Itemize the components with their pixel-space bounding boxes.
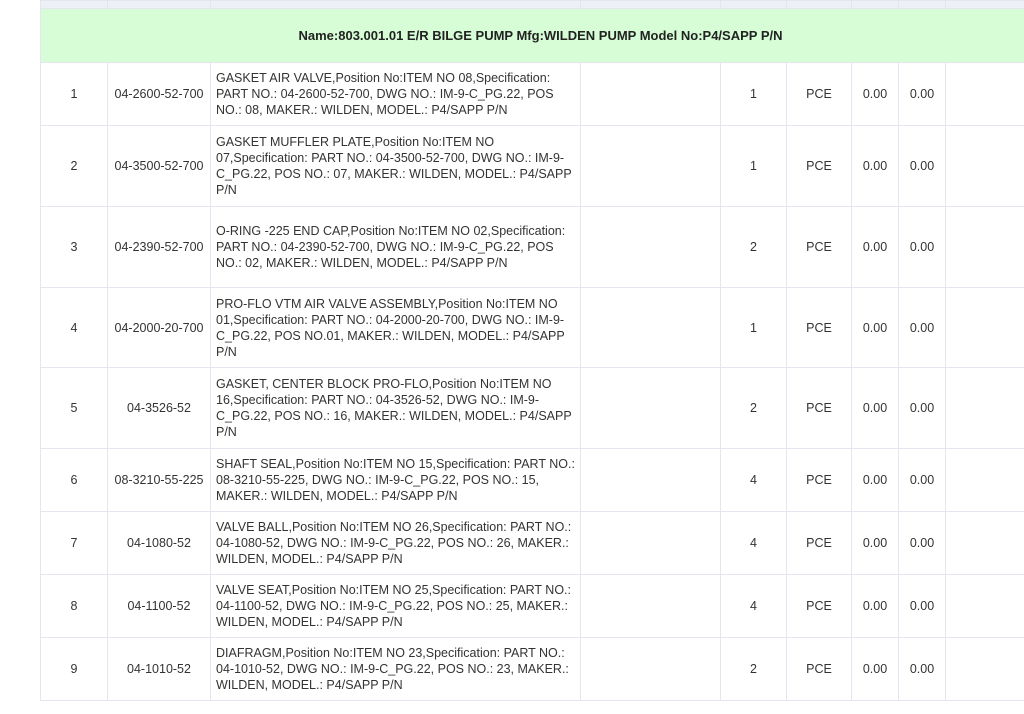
part-number-cell: 04-2000-20-700	[107, 287, 211, 368]
unit-price-cell: 0.00	[851, 637, 899, 701]
remark-cell	[580, 637, 721, 701]
remark-cell	[580, 125, 721, 207]
row-number-cell: 2	[40, 125, 108, 207]
remark-cell	[580, 448, 721, 512]
unit-price-cell: 0.00	[851, 574, 899, 638]
amount-cell: 0.00	[898, 125, 946, 207]
amount-cell: 0.00	[898, 637, 946, 701]
unit-cell: PCE	[786, 511, 852, 575]
description-cell: VALVE BALL,Position No:ITEM NO 26,Specif…	[210, 511, 581, 575]
row-number-cell: 8	[40, 574, 108, 638]
extra-cell	[945, 367, 1024, 449]
unit-price-cell: 0.00	[851, 62, 899, 126]
unit-cell: PCE	[786, 125, 852, 207]
group-row: Name:803.001.01 E/R BILGE PUMP Mfg:WILDE…	[40, 8, 1024, 63]
row-number-cell: 7	[40, 511, 108, 575]
unit-cell: PCE	[786, 287, 852, 368]
remark-cell	[580, 367, 721, 449]
quantity-cell: 2	[720, 367, 787, 449]
quantity-cell: 1	[720, 287, 787, 368]
table-row[interactable]: 9 04-1010-52 DIAFRAGM,Position No:ITEM NO …	[40, 637, 1024, 701]
unit-cell: PCE	[786, 62, 852, 126]
remark-cell	[580, 511, 721, 575]
row-number-cell: 6	[40, 448, 108, 512]
table-row[interactable]: 4 04-2000-20-700 PRO-FLO VTM AIR VALVE ASS…	[40, 287, 1024, 368]
extra-cell	[945, 574, 1024, 638]
amount-cell: 0.00	[898, 206, 946, 288]
amount-cell: 0.00	[898, 511, 946, 575]
header-row	[40, 0, 1024, 9]
table-row[interactable]: 6 08-3210-55-225 SHAFT SEAL,Position No:IT…	[40, 448, 1024, 512]
unit-cell: PCE	[786, 574, 852, 638]
description-cell: VALVE SEAT,Position No:ITEM NO 25,Specif…	[210, 574, 581, 638]
table-row[interactable]: 7 04-1080-52 VALVE BALL,Position No:ITEM N…	[40, 511, 1024, 575]
amount-cell: 0.00	[898, 448, 946, 512]
table-row[interactable]: 8 04-1100-52 VALVE SEAT,Position No:ITEM N…	[40, 574, 1024, 638]
quantity-cell: 4	[720, 511, 787, 575]
table-row[interactable]: 3 04-2390-52-700 O-RING -225 END CAP,Posit…	[40, 206, 1024, 288]
quantity-cell: 4	[720, 574, 787, 638]
row-number-cell: 9	[40, 637, 108, 701]
unit-cell: PCE	[786, 206, 852, 288]
unit-cell: PCE	[786, 367, 852, 449]
group-title: Name:803.001.01 E/R BILGE PUMP Mfg:WILDE…	[40, 8, 1024, 63]
quantity-cell: 2	[720, 206, 787, 288]
unit-cell: PCE	[786, 637, 852, 701]
unit-price-cell: 0.00	[851, 448, 899, 512]
description-cell: GASKET, CENTER BLOCK PRO-FLO,Position No…	[210, 367, 581, 449]
quantity-cell: 2	[720, 637, 787, 701]
row-number-cell: 3	[40, 206, 108, 288]
extra-cell	[945, 62, 1024, 126]
remark-cell	[580, 287, 721, 368]
description-cell: GASKET MUFFLER PLATE,Position No:ITEM NO…	[210, 125, 581, 207]
table-row[interactable]: 2 04-3500-52-700 GASKET MUFFLER PLATE,Posi…	[40, 125, 1024, 207]
part-number-cell: 04-3526-52	[107, 367, 211, 449]
part-number-cell: 08-3210-55-225	[107, 448, 211, 512]
remark-cell	[580, 206, 721, 288]
quantity-cell: 4	[720, 448, 787, 512]
description-cell: O-RING -225 END CAP,Position No:ITEM NO …	[210, 206, 581, 288]
remark-cell	[580, 62, 721, 126]
part-number-cell: 04-2390-52-700	[107, 206, 211, 288]
row-number-cell: 4	[40, 287, 108, 368]
extra-cell	[945, 448, 1024, 512]
quantity-cell: 1	[720, 62, 787, 126]
row-number-cell: 1	[40, 62, 108, 126]
part-number-cell: 04-2600-52-700	[107, 62, 211, 126]
amount-cell: 0.00	[898, 367, 946, 449]
amount-cell: 0.00	[898, 574, 946, 638]
extra-cell	[945, 637, 1024, 701]
parts-table: Name:803.001.01 E/R BILGE PUMP Mfg:WILDE…	[40, 0, 1024, 701]
parts-table-container: Name:803.001.01 E/R BILGE PUMP Mfg:WILDE…	[40, 0, 1024, 701]
part-number-cell: 04-3500-52-700	[107, 125, 211, 207]
part-number-cell: 04-1010-52	[107, 637, 211, 701]
part-number-cell: 04-1100-52	[107, 574, 211, 638]
part-number-cell: 04-1080-52	[107, 511, 211, 575]
description-cell: GASKET AIR VALVE,Position No:ITEM NO 08,…	[210, 62, 581, 126]
extra-cell	[945, 287, 1024, 368]
row-number-cell: 5	[40, 367, 108, 449]
unit-price-cell: 0.00	[851, 206, 899, 288]
quantity-cell: 1	[720, 125, 787, 207]
amount-cell: 0.00	[898, 287, 946, 368]
extra-cell	[945, 125, 1024, 207]
unit-price-cell: 0.00	[851, 511, 899, 575]
description-cell: PRO-FLO VTM AIR VALVE ASSEMBLY,Position …	[210, 287, 581, 368]
unit-cell: PCE	[786, 448, 852, 512]
extra-cell	[945, 511, 1024, 575]
table-row[interactable]: 1 04-2600-52-700 GASKET AIR VALVE,Position…	[40, 62, 1024, 126]
description-cell: SHAFT SEAL,Position No:ITEM NO 15,Specif…	[210, 448, 581, 512]
extra-cell	[945, 206, 1024, 288]
description-cell: DIAFRAGM,Position No:ITEM NO 23,Specific…	[210, 637, 581, 701]
table-row[interactable]: 5 04-3526-52 GASKET, CENTER BLOCK PRO-FLO,…	[40, 367, 1024, 449]
amount-cell: 0.00	[898, 62, 946, 126]
unit-price-cell: 0.00	[851, 287, 899, 368]
unit-price-cell: 0.00	[851, 125, 899, 207]
remark-cell	[580, 574, 721, 638]
unit-price-cell: 0.00	[851, 367, 899, 449]
